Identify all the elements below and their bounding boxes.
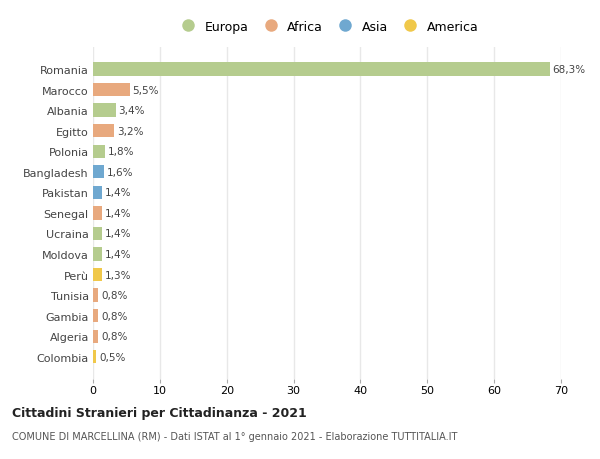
Text: 1,4%: 1,4% bbox=[105, 208, 131, 218]
Bar bbox=[93, 269, 101, 282]
Text: 0,8%: 0,8% bbox=[101, 291, 127, 301]
Bar bbox=[93, 145, 105, 158]
Text: 0,8%: 0,8% bbox=[101, 331, 127, 341]
Bar bbox=[93, 125, 115, 138]
Bar bbox=[93, 227, 103, 241]
Bar bbox=[93, 350, 97, 364]
Text: COMUNE DI MARCELLINA (RM) - Dati ISTAT al 1° gennaio 2021 - Elaborazione TUTTITA: COMUNE DI MARCELLINA (RM) - Dati ISTAT a… bbox=[12, 431, 457, 442]
Bar bbox=[93, 330, 98, 343]
Text: 1,6%: 1,6% bbox=[106, 168, 133, 178]
Text: Cittadini Stranieri per Cittadinanza - 2021: Cittadini Stranieri per Cittadinanza - 2… bbox=[12, 406, 307, 419]
Bar bbox=[93, 248, 103, 261]
Text: 0,5%: 0,5% bbox=[99, 352, 125, 362]
Bar bbox=[93, 207, 103, 220]
Text: 5,5%: 5,5% bbox=[133, 85, 159, 95]
Text: 3,4%: 3,4% bbox=[118, 106, 145, 116]
Text: 1,4%: 1,4% bbox=[105, 249, 131, 259]
Text: 68,3%: 68,3% bbox=[553, 65, 586, 75]
Legend: Europa, Africa, Asia, America: Europa, Africa, Asia, America bbox=[170, 16, 484, 39]
Text: 1,4%: 1,4% bbox=[105, 188, 131, 198]
Bar bbox=[93, 309, 98, 323]
Text: 0,8%: 0,8% bbox=[101, 311, 127, 321]
Bar bbox=[93, 84, 130, 97]
Text: 1,8%: 1,8% bbox=[108, 147, 134, 157]
Bar bbox=[93, 104, 116, 118]
Bar bbox=[93, 289, 98, 302]
Text: 3,2%: 3,2% bbox=[117, 126, 143, 136]
Bar bbox=[93, 166, 104, 179]
Bar bbox=[93, 186, 103, 200]
Text: 1,3%: 1,3% bbox=[104, 270, 131, 280]
Bar bbox=[93, 63, 550, 77]
Text: 1,4%: 1,4% bbox=[105, 229, 131, 239]
